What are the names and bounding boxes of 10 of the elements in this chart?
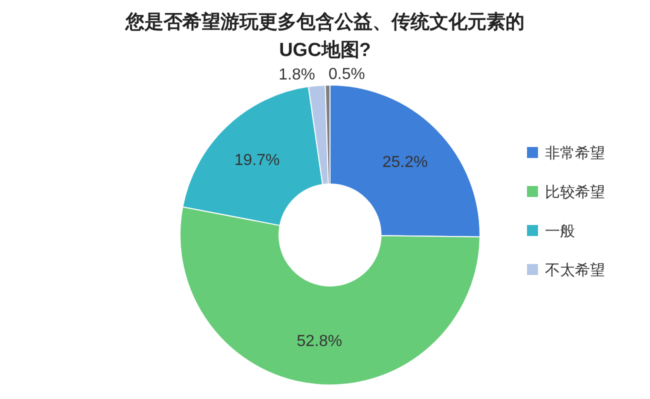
data-label: 0.5% [328,66,365,84]
legend-label: 一般 [545,223,575,240]
data-label: 52.8% [296,332,342,350]
chart-title: 您是否希望游玩更多包含公益、传统文化元素的UGC地图? [124,11,524,61]
data-label: 25.2% [382,154,428,171]
data-label: 1.8% [278,66,316,84]
legend-label: 比较希望 [545,184,605,201]
legend-label: 非常希望 [545,145,605,162]
data-label: 19.7% [234,152,280,169]
legend-label: 不太希望 [545,262,605,279]
